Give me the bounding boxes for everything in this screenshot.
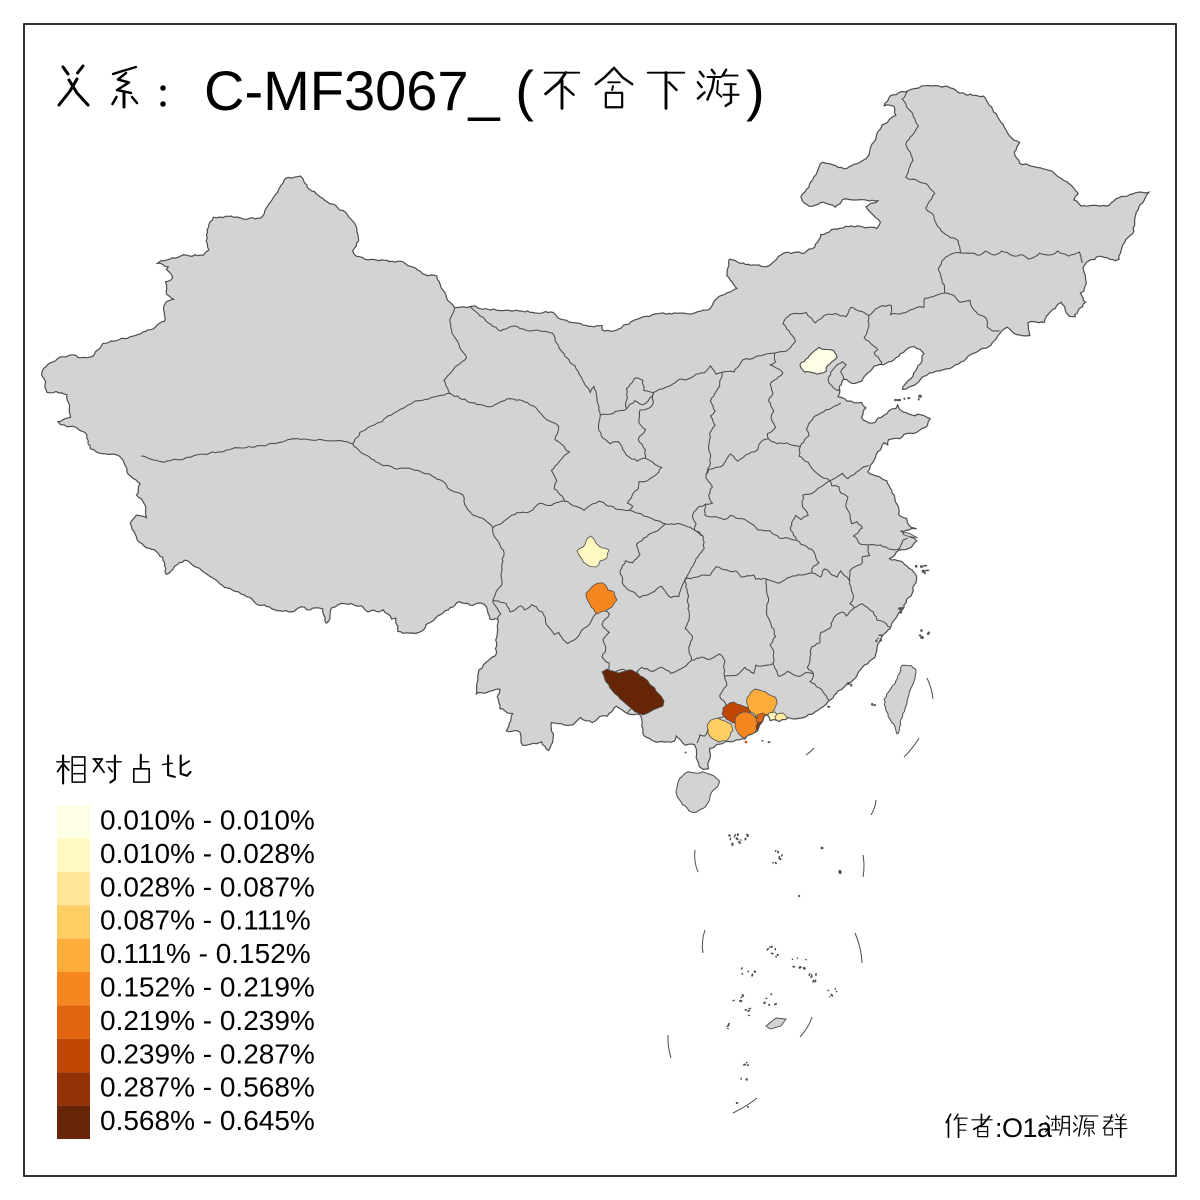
svg-text:0.287% - 0.568%: 0.287% - 0.568% [100,1072,315,1103]
svg-text:0.239% - 0.287%: 0.239% - 0.287% [100,1038,315,1069]
svg-text:C-MF3067_ (: C-MF3067_ ( [204,59,534,122]
svg-text:0.010% - 0.028%: 0.010% - 0.028% [100,838,315,869]
svg-text:0.152% - 0.219%: 0.152% - 0.219% [100,972,315,1003]
svg-text::O1a: :O1a [995,1113,1053,1143]
svg-text:0.010% - 0.010%: 0.010% - 0.010% [100,805,315,836]
svg-text:0.219% - 0.239%: 0.219% - 0.239% [100,1005,315,1036]
svg-text:0.028% - 0.087%: 0.028% - 0.087% [100,871,315,902]
svg-text:0.111% - 0.152%: 0.111% - 0.152% [100,938,311,969]
svg-text:0.568% - 0.645%: 0.568% - 0.645% [100,1105,315,1136]
svg-text:0.087% - 0.111%: 0.087% - 0.111% [100,905,311,936]
svg-text:): ) [746,59,765,122]
